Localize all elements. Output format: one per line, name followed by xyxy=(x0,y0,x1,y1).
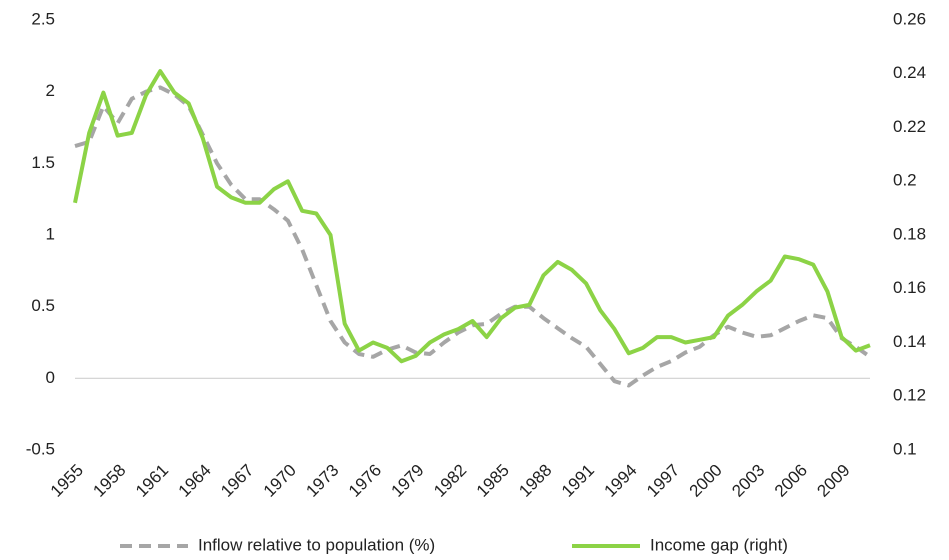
x-tick-label: 1970 xyxy=(260,461,300,501)
y-tick-label: 0 xyxy=(46,368,55,387)
y-tick-label: -0.5 xyxy=(26,439,55,458)
x-tick-label: 1985 xyxy=(473,461,513,501)
x-tick-label: 1967 xyxy=(217,461,257,501)
x-tick-label: 1988 xyxy=(515,461,555,501)
x-tick-label: 1964 xyxy=(175,461,215,501)
series-line xyxy=(74,85,872,388)
x-tick-label: 1955 xyxy=(47,461,87,501)
y2-tick-label: 0.14 xyxy=(893,332,926,351)
y2-tick-label: 0.1 xyxy=(893,439,917,458)
legend-label: Inflow relative to population (%) xyxy=(198,535,435,554)
y2-tick-label: 0.2 xyxy=(893,171,917,190)
x-tick-label: 2000 xyxy=(686,461,726,501)
x-tick-label: 1976 xyxy=(345,461,385,501)
x-tick-label: 1979 xyxy=(388,461,428,501)
x-tick-label: 2009 xyxy=(813,461,853,501)
y-tick-label: 2 xyxy=(46,81,55,100)
x-tick-label: 1958 xyxy=(89,461,129,501)
y-tick-label: 0.5 xyxy=(31,296,55,315)
x-tick-label: 1973 xyxy=(302,461,342,501)
y2-tick-label: 0.26 xyxy=(893,9,926,28)
x-tick-label: 2003 xyxy=(728,461,768,501)
series-line xyxy=(73,69,871,364)
legend-label: Income gap (right) xyxy=(650,535,788,554)
y2-tick-label: 0.22 xyxy=(893,117,926,136)
y2-tick-label: 0.18 xyxy=(893,224,926,243)
x-tick-label: 1997 xyxy=(643,461,683,501)
y2-tick-label: 0.12 xyxy=(893,386,926,405)
y2-tick-label: 0.24 xyxy=(893,63,926,82)
y2-tick-label: 0.16 xyxy=(893,278,926,297)
y-tick-label: 1.5 xyxy=(31,153,55,172)
x-tick-label: 1991 xyxy=(558,461,598,501)
x-tick-label: 1961 xyxy=(132,461,172,501)
x-tick-label: 1994 xyxy=(600,461,640,501)
x-tick-label: 2006 xyxy=(771,461,811,501)
y-tick-label: 1 xyxy=(46,224,55,243)
y-tick-label: 2.5 xyxy=(31,9,55,28)
x-tick-label: 1982 xyxy=(430,461,470,501)
